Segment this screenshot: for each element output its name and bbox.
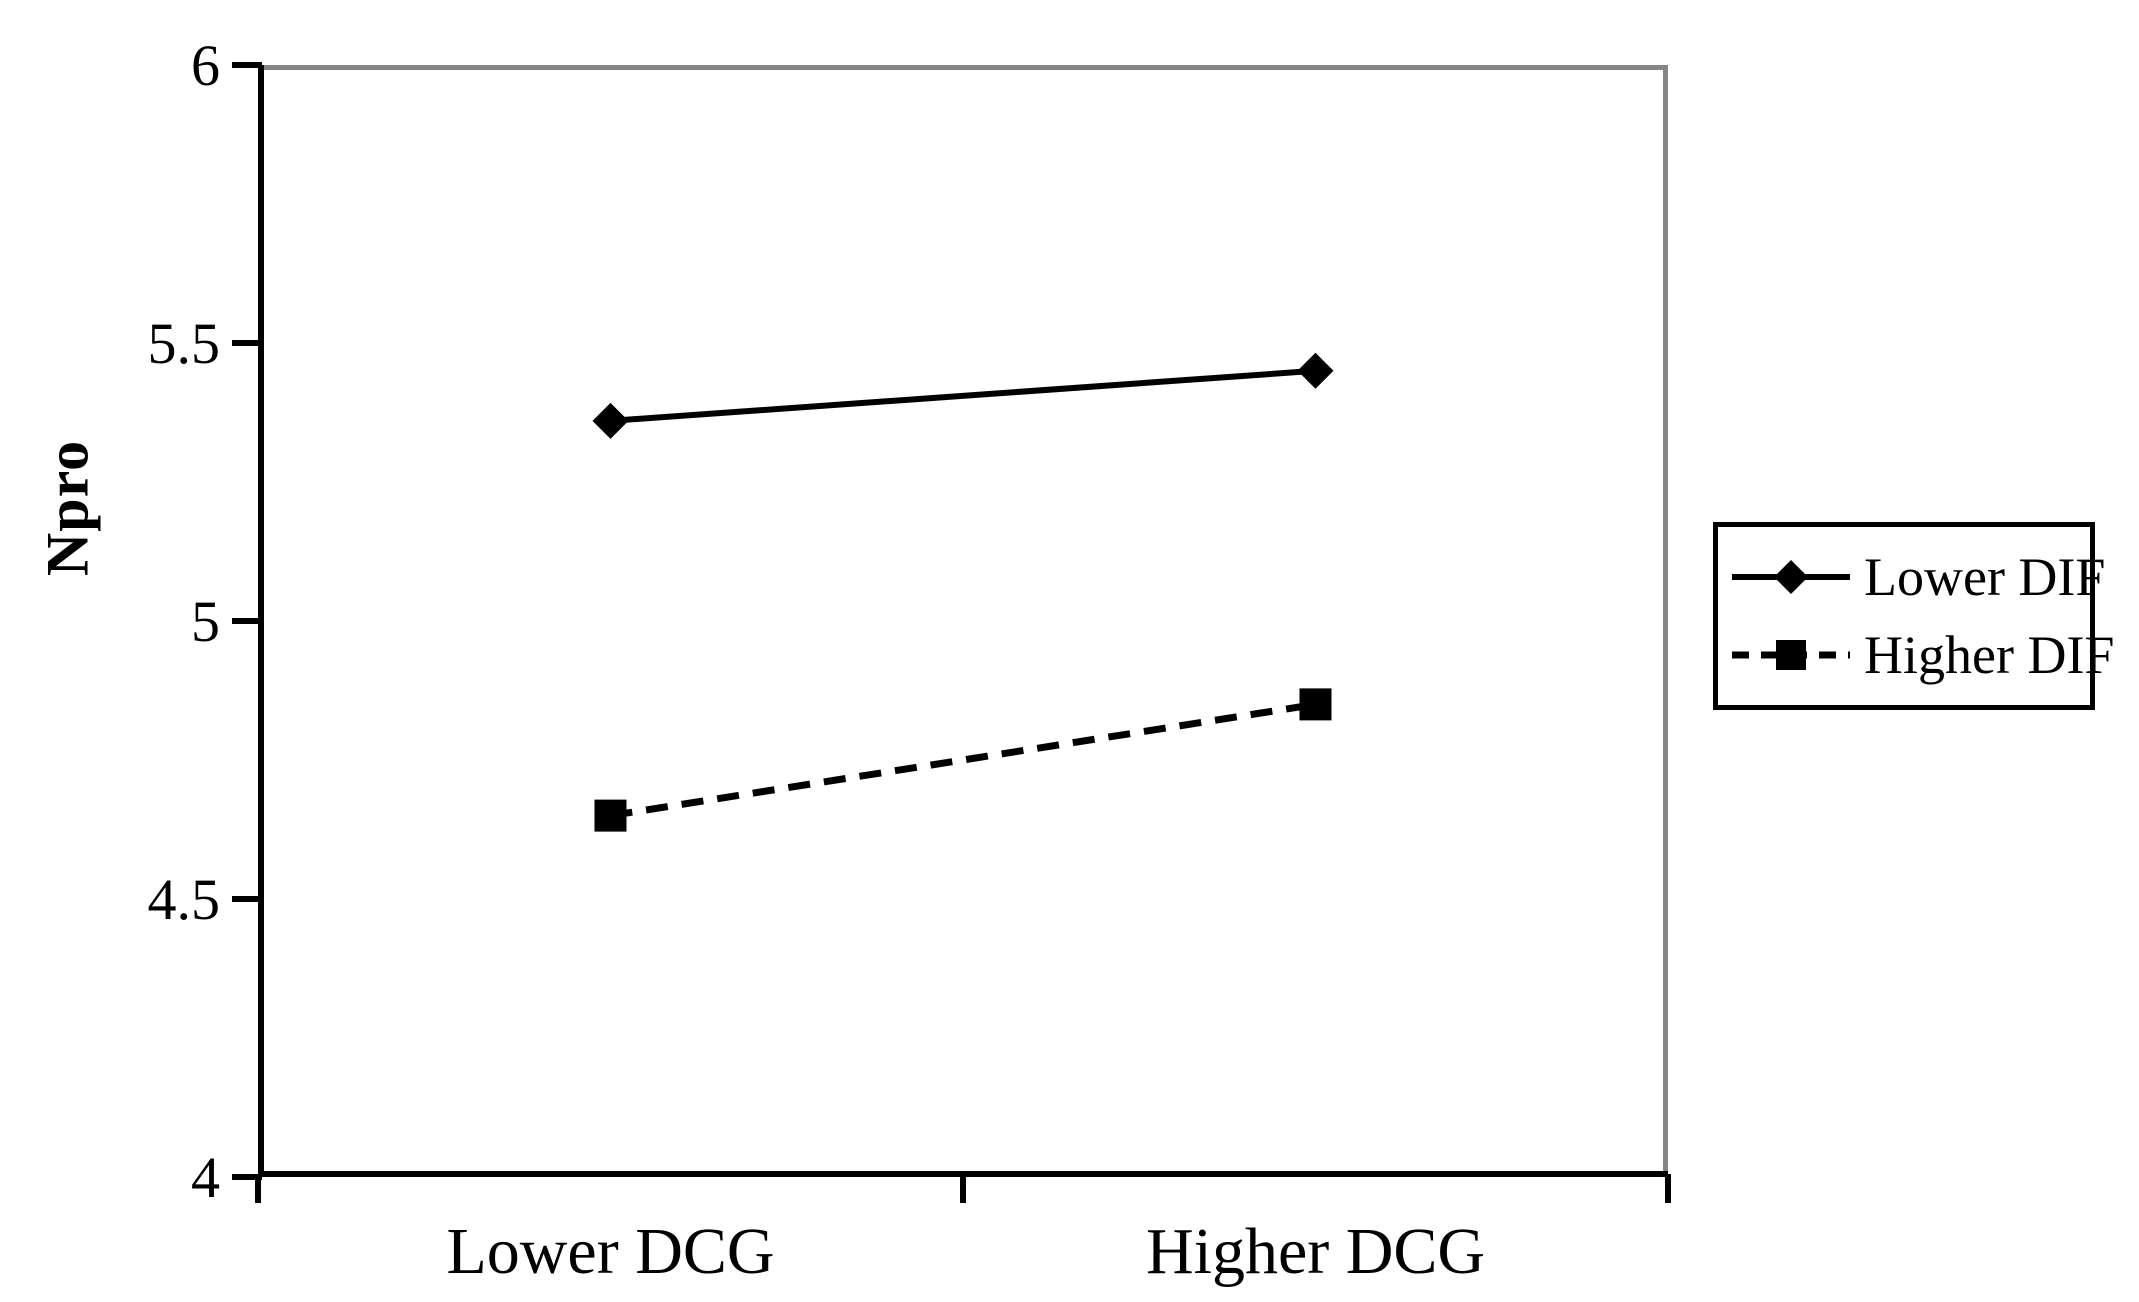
x-category-label: Higher DCG [1146,1215,1485,1288]
y-tick-label: 4 [191,1145,220,1210]
legend-label-lower-dif: Lower DIF [1864,547,2106,607]
legend-sample-marker [1776,640,1806,670]
series-line-1 [609,700,1317,820]
y-tick-label: 6 [191,33,220,98]
legend-label-higher-dif: Higher DIF [1864,625,2115,685]
legend: Lower DIF Higher DIF [1713,522,2114,710]
y-axis-title: Npro [34,439,101,577]
x-category-label: Lower DCG [446,1215,774,1288]
series-line-0 [610,367,1316,424]
y-tick-label: 5.5 [148,311,221,376]
data-point-marker [594,799,627,832]
data-point-marker [1297,352,1334,389]
legend-sample-marker [1774,560,1808,594]
dashed-square-line-icon [1732,640,1850,670]
data-point-marker [1299,688,1332,721]
solid-diamond-line-icon [1732,560,1850,594]
y-tick-label: 4.5 [148,867,221,932]
legend-item-higher-dif: Higher DIF [1730,623,2114,687]
y-tick-label: 5 [191,589,220,654]
data-point-marker [592,402,629,439]
plot-border [258,65,1668,1177]
legend-item-lower-dif: Lower DIF [1730,545,2105,609]
